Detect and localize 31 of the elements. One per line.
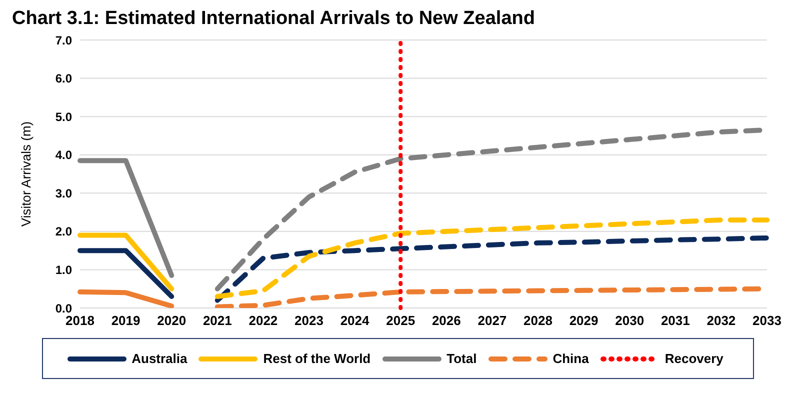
legend-label: Australia (132, 351, 188, 366)
y-tick-label: 0.0 (55, 301, 72, 316)
y-tick-label: 1.0 (55, 262, 72, 277)
y-tick-label: 3.0 (55, 186, 72, 200)
y-tick-label: 7.0 (55, 33, 72, 48)
x-tick-label: 2030 (615, 313, 644, 328)
x-tick-label: 2026 (432, 313, 461, 328)
y-tick-label: 5.0 (55, 110, 72, 124)
x-tick-label: 2019 (111, 313, 140, 328)
y-tick-label: 2.0 (55, 224, 72, 239)
x-tick-label: 2018 (66, 313, 94, 328)
x-tick-label: 2029 (569, 313, 598, 328)
y-tick-label: 4.0 (55, 148, 72, 162)
x-tick-label: 2022 (248, 313, 278, 328)
x-tick-label: 2025 (386, 313, 416, 328)
y-tick-label: 6.0 (55, 72, 72, 86)
x-tick-label: 2023 (294, 313, 324, 328)
chart-title: Chart 3.1: Estimated International Arrivals to New Zealand (11, 8, 536, 30)
x-tick-label: 2033 (752, 313, 782, 328)
legend-label: China (552, 351, 589, 366)
x-tick-label: 2020 (157, 313, 186, 328)
x-tick-label: 2027 (478, 313, 507, 328)
x-tick-label: 2032 (706, 313, 736, 328)
y-axis-title: Visitor Arrivals (m) (18, 121, 34, 227)
x-tick-label: 2028 (524, 313, 552, 328)
legend-label: Recovery (664, 351, 724, 366)
x-tick-label: 2031 (660, 313, 690, 328)
legend-label: Rest of the World (263, 351, 371, 366)
legend-label: Total (446, 351, 477, 366)
x-tick-label: 2024 (340, 313, 370, 328)
x-tick-label: 2021 (202, 313, 232, 328)
